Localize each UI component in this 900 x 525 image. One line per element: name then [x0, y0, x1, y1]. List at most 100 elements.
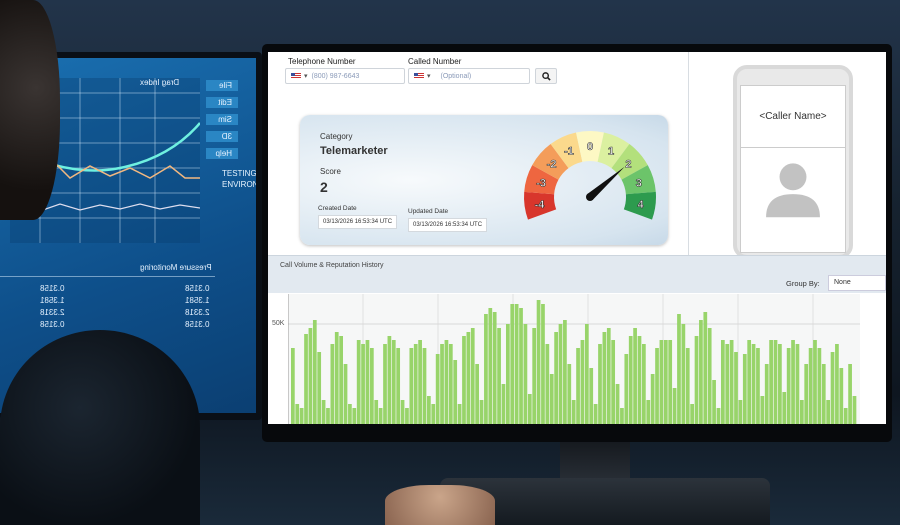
- called-number-input[interactable]: ▾ (Optional): [408, 68, 530, 84]
- group-by-label: Group By:: [786, 279, 820, 288]
- volume-bar: [707, 328, 712, 424]
- gauge-segment: [524, 165, 559, 195]
- volume-bar: [655, 348, 659, 424]
- volume-bar: [791, 340, 795, 424]
- volume-bar: [536, 300, 541, 424]
- volume-bar: [773, 340, 778, 424]
- divider: [688, 52, 689, 255]
- volume-bar: [475, 364, 480, 424]
- volume-bar: [782, 392, 787, 424]
- volume-bar: [378, 408, 383, 424]
- volume-bar: [677, 314, 681, 424]
- volume-bar: [299, 408, 304, 424]
- volume-bar: [549, 374, 554, 424]
- volume-bar: [593, 404, 598, 424]
- volume-bar: [391, 340, 396, 424]
- left-button[interactable]: Help: [206, 148, 238, 159]
- telephone-input[interactable]: ▾ (800) 987-6643: [285, 68, 405, 84]
- phone-screen: <Caller Name>: [740, 85, 846, 253]
- volume-bar: [747, 340, 752, 424]
- search-button[interactable]: [535, 68, 557, 84]
- volume-bar: [352, 408, 357, 424]
- volume-bar: [742, 354, 747, 424]
- created-date-field: 03/13/2026 16:53:34 UTC: [318, 215, 398, 229]
- volume-bar: [786, 348, 791, 424]
- volume-bar: [413, 344, 418, 424]
- volume-bar: [633, 328, 637, 424]
- volume-bar: [681, 324, 686, 424]
- volume-bar: [361, 344, 365, 424]
- volume-bar: [444, 340, 449, 424]
- person-head: [0, 0, 60, 220]
- gauge-label: 3: [636, 177, 642, 189]
- left-button[interactable]: File: [206, 80, 238, 91]
- left-button[interactable]: Edit: [206, 97, 238, 108]
- volume-bar: [435, 354, 440, 424]
- gauge-label: -1: [564, 146, 574, 158]
- volume-bar: [690, 404, 695, 424]
- value-row: 0.3158: [185, 320, 210, 329]
- chevron-down-icon[interactable]: ▾: [304, 73, 308, 80]
- volume-bar: [343, 364, 348, 424]
- volume-bar: [821, 364, 826, 424]
- gauge-label: -3: [536, 177, 546, 189]
- volume-bar: [720, 340, 725, 424]
- volume-bar: [764, 364, 769, 424]
- volume-bar: [848, 364, 852, 424]
- called-placeholder: (Optional): [440, 72, 472, 80]
- volume-bar: [663, 340, 668, 424]
- volume-bar: [808, 348, 813, 424]
- volume-bar: [479, 400, 484, 424]
- gauge-label: 4: [637, 199, 644, 211]
- volume-bar: [598, 344, 602, 424]
- volume-bar: [554, 332, 558, 424]
- volume-bar: [659, 340, 664, 424]
- volume-bar: [703, 312, 708, 424]
- person-shoulder: [0, 330, 200, 525]
- volume-bar: [795, 344, 800, 424]
- volume-bar: [396, 348, 401, 424]
- volume-bar: [383, 344, 387, 424]
- monitor-stand: [560, 440, 630, 485]
- volume-bar: [571, 400, 576, 424]
- volume-bar: [541, 304, 545, 424]
- group-by-select[interactable]: None: [828, 275, 886, 291]
- reputation-gauge: -4 -3-2 -1 0 123 4: [524, 131, 656, 220]
- volume-bar: [462, 336, 466, 424]
- volume-bar: [738, 400, 743, 424]
- volume-bar: [615, 384, 620, 424]
- volume-bar: [488, 308, 493, 424]
- volume-bar: [694, 336, 699, 424]
- left-button[interactable]: Sim: [206, 114, 238, 125]
- chevron-down-icon[interactable]: ▾: [427, 73, 431, 80]
- result-card: Category Telemarketer Score 2 Created Da…: [300, 115, 668, 245]
- volume-bar: [308, 328, 313, 424]
- volume-bar: [514, 304, 519, 424]
- pressure-values-right: 0.3158 1.3581 2.3318 0.3158: [185, 284, 209, 329]
- volume-bar: [611, 340, 616, 424]
- volume-bar: [672, 388, 677, 424]
- us-flag-icon[interactable]: [291, 73, 301, 79]
- value-row: 0.3158: [40, 320, 65, 329]
- us-flag-icon[interactable]: [414, 73, 424, 79]
- volume-bar: [699, 320, 703, 424]
- telephone-value: (800) 987-6643: [311, 72, 360, 80]
- volume-bar: [628, 336, 633, 424]
- value-row: 1.3581: [185, 296, 210, 305]
- left-button[interactable]: 3D: [206, 131, 238, 142]
- volume-bar: [778, 344, 782, 424]
- volume-bar: [835, 344, 839, 424]
- value-row: 2.3318: [40, 308, 65, 317]
- volume-bar: [505, 324, 510, 424]
- category-value: Telemarketer: [320, 145, 388, 157]
- volume-bar: [497, 328, 501, 424]
- gauge-segment: [524, 191, 557, 220]
- volume-bar: [440, 344, 444, 424]
- gauge-label: 2: [625, 158, 631, 170]
- phone-mockup: <Caller Name>: [733, 65, 853, 259]
- telephone-label: Telephone Number: [288, 57, 356, 66]
- volume-bar: [484, 314, 488, 424]
- volume-bar: [295, 404, 300, 424]
- volume-bar: [584, 324, 589, 424]
